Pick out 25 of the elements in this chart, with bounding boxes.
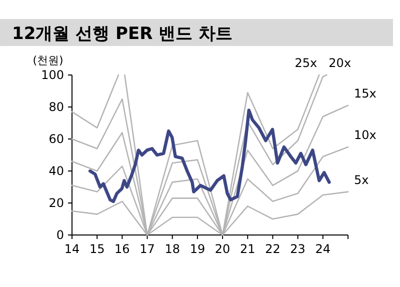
- x-tick-label: 18: [164, 242, 180, 256]
- series-label: 15x: [354, 86, 376, 100]
- y-tick-label: 40: [48, 164, 64, 178]
- series-label: 10x: [354, 128, 376, 142]
- y-tick-label: 80: [48, 100, 64, 114]
- x-tick-label: 21: [240, 242, 256, 256]
- series-label: 5x: [354, 172, 369, 187]
- x-tick-label: 14: [64, 242, 80, 256]
- x-tick-label: 15: [89, 242, 105, 256]
- y-tick-label: 0: [56, 228, 64, 242]
- y-tick-label: 60: [48, 132, 64, 146]
- chart-title: 12개월 선행 PER 밴드 차트: [12, 24, 232, 44]
- x-tick-label: 19: [190, 242, 206, 256]
- y-axis-title: (천원): [32, 54, 64, 67]
- x-tick-label: 23: [290, 242, 306, 256]
- series-label: 20x: [328, 56, 352, 70]
- x-tick-label: 17: [140, 242, 155, 256]
- series-label: 25x: [294, 56, 318, 70]
- x-tick-label: 16: [114, 242, 130, 256]
- x-tick-label: 22: [265, 242, 280, 256]
- y-tick-label: 100: [41, 68, 64, 82]
- x-tick-label: 20: [214, 242, 230, 256]
- line-series: [88, 108, 331, 203]
- x-tick-label: 24: [315, 242, 331, 256]
- y-tick-label: 20: [48, 196, 64, 210]
